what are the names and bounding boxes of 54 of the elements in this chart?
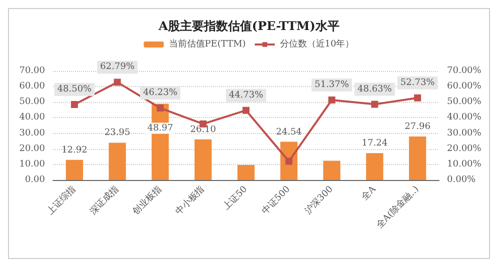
y2-tick-label: 40.00% [447, 112, 482, 123]
point [328, 96, 336, 104]
y2-tick-label: 70.00% [447, 66, 482, 76]
data-label: 26.10 [190, 124, 216, 135]
x-tick-label: 上证综指 [44, 184, 78, 217]
y-tick-label: 20.00 [19, 144, 46, 154]
data-label: 48.97 [147, 123, 174, 134]
y2-tick-label: 20.00% [447, 144, 482, 154]
data-label: 17.24 [362, 138, 388, 149]
y2-tick-label: 60.00% [447, 82, 482, 92]
bar [194, 139, 212, 180]
bar [66, 160, 84, 180]
data-label: 24.54 [276, 127, 302, 138]
y-tick-label: 70.00 [19, 66, 46, 76]
bar [366, 153, 384, 180]
data-label: 51.37% [314, 80, 350, 90]
data-label: 12.92 [62, 145, 88, 156]
data-label: 52.73% [400, 78, 436, 88]
y-tick-label: 30.00 [19, 128, 46, 138]
data-label: 46.23% [143, 88, 178, 98]
point [242, 106, 250, 114]
y2-tick-label: 50.00% [447, 97, 482, 108]
bar [323, 160, 340, 180]
data-label: 27.96 [404, 122, 431, 132]
x-tick-label: 中小板指 [173, 184, 207, 217]
point [414, 94, 422, 102]
chart-title: A股主要指数估值(PE-TTM)水平 [158, 19, 340, 33]
y2-tick-label: 10.00% [447, 159, 482, 170]
x-tick-label: 深证成指 [88, 184, 121, 217]
legend-label: 当前估值PE(TTM) [168, 38, 246, 50]
point [114, 78, 121, 86]
data-label: 44.73% [228, 90, 264, 100]
data-label: 62.79% [100, 62, 135, 72]
data-label: 48.50% [57, 84, 92, 94]
point [371, 100, 378, 108]
point [285, 158, 292, 165]
y-tick-label: 10.00 [19, 159, 46, 170]
bar [408, 136, 426, 180]
point [70, 100, 78, 108]
data-label: 23.95 [104, 128, 130, 138]
legend-label: 分位数（近10年） [280, 38, 354, 50]
y-tick-label: 60.00 [19, 82, 46, 92]
bar [237, 165, 255, 180]
bar [108, 142, 126, 180]
y2-tick-label: 0.00% [447, 175, 476, 185]
data-label: 48.63% [358, 84, 392, 94]
x-tick-label: 创业板指 [130, 184, 164, 217]
y-tick-label: 40.00 [19, 112, 46, 123]
point [156, 104, 164, 112]
x-tick-label: 沪深300 [302, 184, 336, 216]
x-tick-label: 上证50 [220, 184, 250, 212]
y-tick-label: 0.00 [24, 175, 46, 185]
y-tick-label: 50.00 [19, 97, 46, 108]
y2-tick-label: 30.00% [447, 128, 482, 138]
